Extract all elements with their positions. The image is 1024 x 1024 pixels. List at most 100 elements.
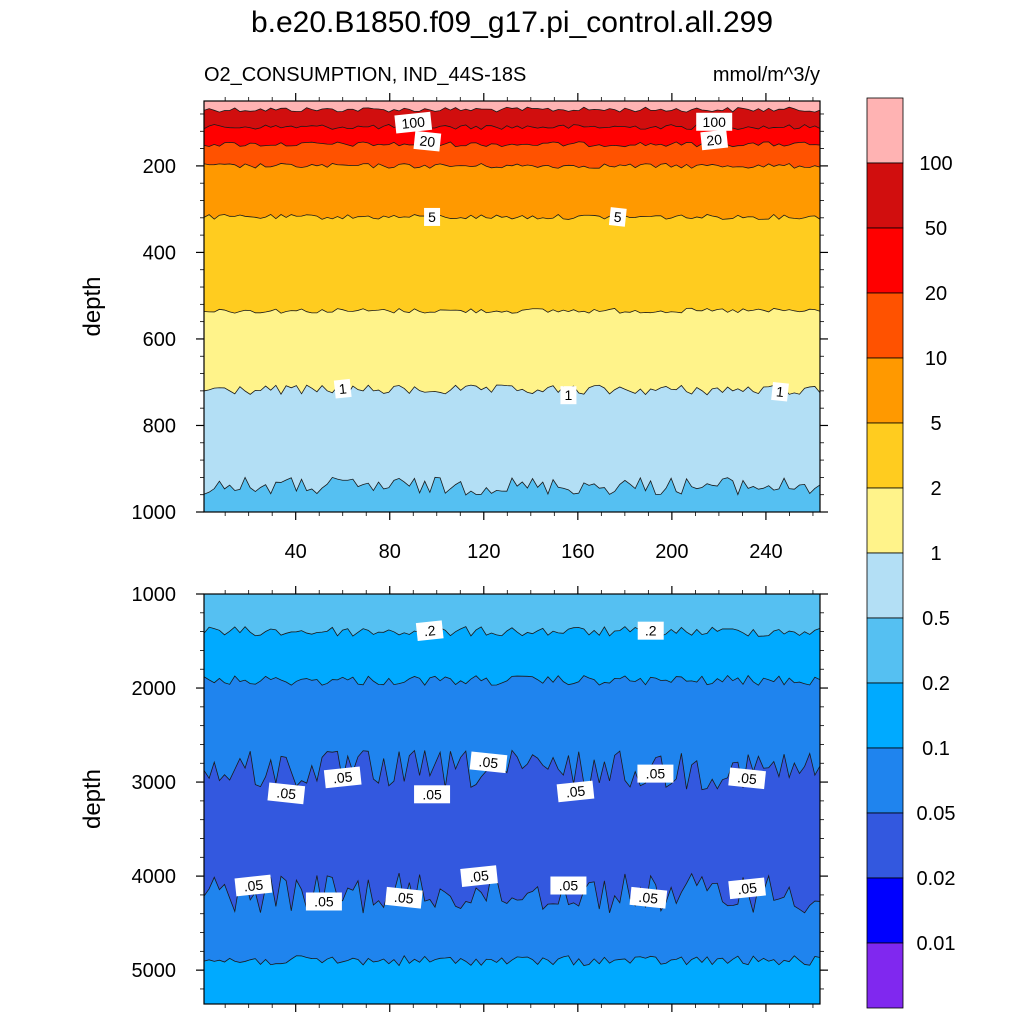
contour-label-0-6: 1: [333, 378, 352, 399]
x-tick-label-0-0: 40: [285, 541, 307, 563]
colorbar: 100 50 20 10 5 2 1 0.5 0.2 0.1 0.05 0.02 0.01: [866, 97, 956, 1009]
contour-band-0-8: [204, 477, 820, 512]
colorbar-swatch-11: [866, 812, 904, 879]
contour-band-1-0: [204, 594, 820, 637]
lower-contour-panel: 1000 2000 3000 4000 5000 depth .2 .2 .05 .05 .05 .0…: [79, 584, 828, 1012]
svg-text:20: 20: [419, 132, 436, 150]
colorbar-swatch-13: [866, 942, 904, 1009]
contour-label-0-2: 20: [413, 130, 442, 152]
colorbar-label-8: 0.2: [922, 673, 950, 695]
x-tick-label-0-3: 160: [561, 541, 594, 563]
colorbar-label-10: 0.05: [917, 803, 956, 825]
contour-line-0-3: [203, 163, 821, 169]
contour-band-0-7: [204, 385, 820, 495]
colorbar-swatch-1: [866, 162, 904, 229]
colorbar-label-6: 1: [930, 543, 941, 565]
colorbar-swatch-9: [866, 682, 904, 749]
svg-text:.2: .2: [423, 622, 436, 639]
svg-text:1: 1: [775, 383, 785, 400]
contour-label-1-2: .05: [267, 782, 306, 805]
colorbar-label-3: 10: [925, 348, 947, 370]
contour-label-1-9: .05: [234, 874, 273, 897]
svg-text:.05: .05: [422, 786, 442, 802]
contour-label-1-7: .05: [637, 764, 674, 783]
contour-band-0-2: [204, 124, 820, 147]
variable-label: O2_CONSUMPTION, IND_44S-18S: [204, 64, 527, 86]
contour-line-1-0: [203, 626, 821, 637]
svg-text:20: 20: [706, 131, 723, 149]
contour-label-0-8: 1: [771, 381, 789, 402]
contour-label-1-11: .05: [385, 886, 423, 909]
colorbar-swatch-5: [866, 422, 904, 489]
contour-line-0-4: [203, 213, 821, 220]
contour-band-0-0: [204, 101, 820, 113]
colorbar-swatch-3: [866, 292, 904, 359]
colorbar-label-7: 0.5: [922, 608, 950, 630]
colorbar-swatch-7: [866, 552, 904, 619]
svg-text:.05: .05: [565, 782, 586, 800]
contour-band-1-1: [204, 626, 820, 686]
contour-label-1-13: .05: [550, 876, 587, 895]
y-tick-label-0-1: 400: [143, 242, 176, 264]
contour-label-0-1: 100: [696, 112, 733, 131]
colorbar-swatch-0: [866, 97, 904, 164]
contour-label-1-0: .2: [415, 620, 444, 641]
contour-line-0-5: [203, 307, 821, 314]
units-label: mmol/m^3/y: [712, 64, 820, 86]
contour-band-0-6: [204, 308, 820, 395]
y-tick-label-1-3: 4000: [132, 866, 177, 888]
contour-label-1-1: .2: [637, 621, 664, 640]
contour-label-0-4: 5: [424, 207, 441, 226]
contour-band-0-5: [204, 214, 820, 314]
contour-line-1-2: [203, 749, 821, 791]
colorbar-label-11: 0.02: [917, 868, 956, 890]
svg-text:.05: .05: [638, 889, 659, 907]
x-tick-label-0-5: 240: [749, 541, 782, 563]
contour-band-1-3: [204, 750, 820, 914]
svg-text:5: 5: [613, 209, 623, 226]
y-tick-label-0-2: 600: [143, 329, 176, 351]
svg-text:.05: .05: [314, 894, 334, 910]
x-tick-label-0-2: 120: [467, 541, 500, 563]
contour-band-1-5: [204, 955, 820, 1004]
colorbar-label-9: 0.1: [922, 738, 950, 760]
colorbar-swatch-8: [866, 617, 904, 684]
y-tick-label-0-3: 800: [143, 415, 176, 437]
y-tick-label-1-0: 1000: [132, 584, 177, 606]
contour-line-0-0: [203, 106, 821, 113]
y-axis-label-1: depth: [79, 769, 106, 829]
contour-label-1-5: .05: [469, 751, 508, 774]
contour-label-1-4: .05: [414, 785, 451, 804]
plot-frame-1: [203, 593, 821, 1005]
svg-text:1: 1: [338, 380, 348, 397]
svg-text:.05: .05: [737, 769, 758, 787]
colorbar-label-5: 2: [930, 478, 941, 500]
contour-label-1-12: .05: [460, 865, 498, 887]
contour-line-1-1: [203, 674, 821, 686]
contour-label-1-10: .05: [305, 892, 342, 911]
svg-text:.05: .05: [478, 753, 499, 771]
contour-label-0-7: 1: [560, 386, 577, 405]
y-tick-label-0-0: 200: [143, 156, 176, 178]
colorbar-swatch-12: [866, 877, 904, 944]
contour-band-1-4: [204, 873, 820, 966]
svg-text:.05: .05: [243, 877, 264, 895]
svg-text:.05: .05: [393, 889, 414, 907]
contour-label-0-5: 5: [608, 207, 627, 227]
colorbar-label-4: 5: [930, 413, 941, 435]
svg-text:.05: .05: [332, 768, 353, 786]
y-axis-label-0: depth: [79, 276, 106, 336]
contour-band-1-2: [204, 675, 820, 790]
contour-line-0-7: [203, 476, 821, 496]
contour-label-1-14: .05: [629, 886, 668, 909]
colorbar-swatch-2: [866, 227, 904, 294]
svg-text:.05: .05: [737, 879, 758, 897]
svg-text:.05: .05: [646, 766, 666, 782]
y-tick-label-0-4: 1000: [132, 502, 177, 524]
colorbar-label-2: 20: [925, 283, 947, 305]
colorbar-label-1: 50: [925, 218, 947, 240]
plot-frame-0: [203, 100, 821, 513]
svg-text:5: 5: [428, 209, 436, 225]
